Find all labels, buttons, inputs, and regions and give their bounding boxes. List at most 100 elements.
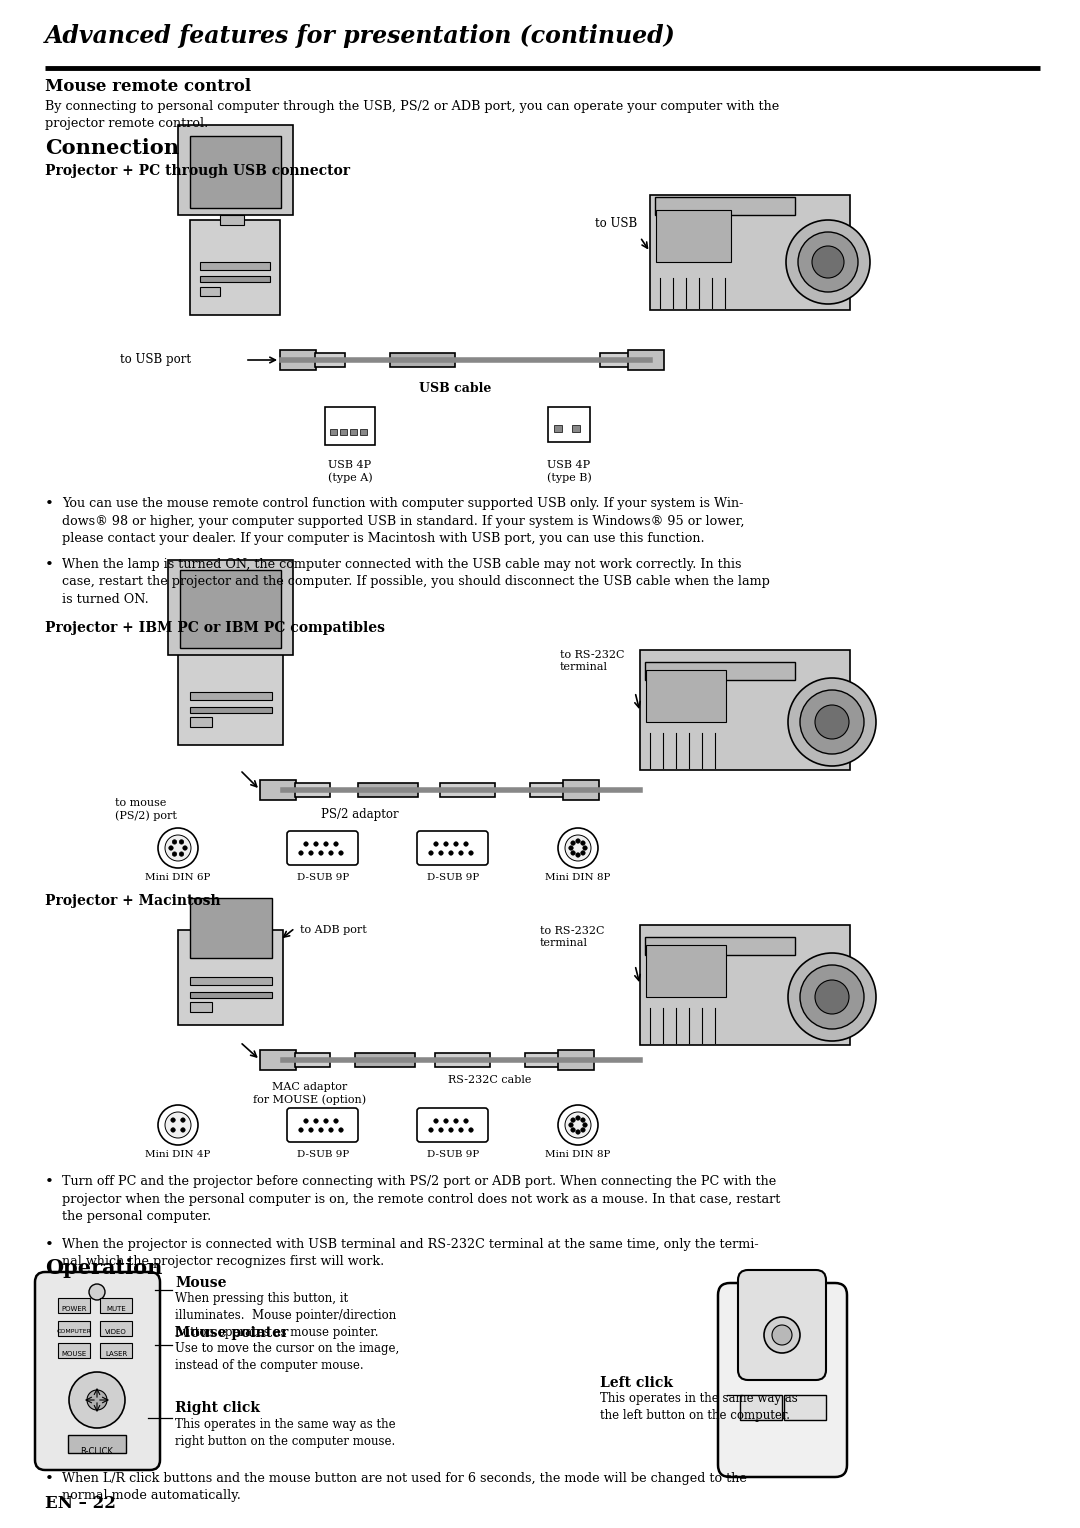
Bar: [640, 649, 850, 770]
Circle shape: [165, 1112, 191, 1138]
Text: to RS-232C
terminal: to RS-232C terminal: [540, 926, 605, 947]
Circle shape: [772, 1325, 792, 1345]
Circle shape: [449, 851, 454, 856]
Text: This operates in the same way as
the left button on the computer.: This operates in the same way as the lef…: [600, 1392, 798, 1423]
Bar: [554, 425, 562, 432]
Circle shape: [89, 1284, 105, 1300]
Circle shape: [800, 691, 864, 753]
Circle shape: [299, 851, 303, 856]
Text: •: •: [45, 497, 54, 510]
Text: USB cable: USB cable: [419, 382, 491, 396]
Circle shape: [576, 853, 580, 857]
Text: Advanced features for presentation (continued): Advanced features for presentation (cont…: [45, 24, 676, 47]
Circle shape: [581, 851, 585, 856]
Bar: [190, 976, 272, 986]
Circle shape: [299, 1128, 303, 1132]
Bar: [295, 782, 330, 798]
Circle shape: [438, 851, 443, 856]
Circle shape: [339, 1128, 343, 1132]
Text: VIDEO: VIDEO: [105, 1329, 126, 1335]
Circle shape: [454, 1118, 458, 1123]
Circle shape: [87, 1390, 107, 1410]
Circle shape: [434, 842, 438, 847]
Circle shape: [581, 840, 585, 845]
Circle shape: [571, 851, 576, 856]
Text: Mini DIN 4P: Mini DIN 4P: [146, 1151, 211, 1160]
Circle shape: [171, 1118, 175, 1122]
Bar: [530, 782, 565, 798]
Text: to USB port: to USB port: [120, 353, 191, 367]
Text: •: •: [45, 558, 54, 571]
Text: When pressing this button, it
illuminates.  Mouse pointer/direction
button opera: When pressing this button, it illuminate…: [175, 1293, 396, 1339]
Bar: [190, 717, 212, 727]
Circle shape: [179, 853, 184, 856]
Bar: [355, 1053, 415, 1067]
Bar: [200, 261, 270, 270]
Text: By connecting to personal computer through the USB, PS/2 or ADB port, you can op: By connecting to personal computer throu…: [45, 99, 780, 130]
Bar: [190, 220, 280, 315]
Circle shape: [583, 1123, 588, 1128]
Bar: [325, 406, 375, 445]
Bar: [68, 1435, 126, 1453]
Bar: [178, 645, 283, 746]
Circle shape: [558, 1105, 598, 1144]
Bar: [740, 1395, 782, 1420]
Circle shape: [319, 1128, 323, 1132]
Circle shape: [569, 1123, 573, 1128]
Circle shape: [324, 842, 328, 847]
Bar: [656, 209, 731, 261]
Text: Mini DIN 6P: Mini DIN 6P: [146, 872, 211, 882]
FancyBboxPatch shape: [35, 1271, 160, 1470]
Bar: [640, 924, 850, 1045]
Circle shape: [565, 834, 591, 860]
Text: MAC adaptor
for MOUSE (option): MAC adaptor for MOUSE (option): [254, 1082, 366, 1105]
Circle shape: [454, 842, 458, 847]
Bar: [295, 1053, 330, 1067]
Circle shape: [165, 834, 191, 860]
Bar: [190, 898, 272, 958]
Circle shape: [429, 851, 433, 856]
Bar: [330, 429, 337, 435]
Text: Use to move the cursor on the image,
instead of the computer mouse.: Use to move the cursor on the image, ins…: [175, 1342, 400, 1372]
Bar: [190, 692, 272, 700]
Circle shape: [576, 1129, 580, 1134]
Text: MUTE: MUTE: [106, 1306, 126, 1313]
Bar: [600, 353, 630, 367]
Bar: [315, 353, 345, 367]
Text: D-SUB 9P: D-SUB 9P: [297, 872, 349, 882]
Circle shape: [328, 851, 334, 856]
Circle shape: [314, 1118, 319, 1123]
Circle shape: [309, 851, 313, 856]
Bar: [390, 353, 455, 367]
Circle shape: [469, 1128, 473, 1132]
Circle shape: [303, 1118, 308, 1123]
Circle shape: [180, 1118, 185, 1122]
Circle shape: [158, 828, 198, 868]
Text: to RS-232C
terminal: to RS-232C terminal: [561, 649, 624, 672]
Text: POWER: POWER: [62, 1306, 86, 1313]
Text: When the projector is connected with USB terminal and RS-232C terminal at the sa: When the projector is connected with USB…: [62, 1238, 758, 1268]
FancyBboxPatch shape: [417, 1108, 488, 1141]
Bar: [100, 1343, 132, 1358]
Bar: [650, 196, 850, 310]
Bar: [260, 779, 296, 801]
Circle shape: [314, 842, 319, 847]
Circle shape: [583, 847, 588, 850]
Circle shape: [303, 842, 308, 847]
Text: USB 4P
(type A): USB 4P (type A): [327, 460, 373, 483]
Bar: [645, 937, 795, 955]
Circle shape: [444, 1118, 448, 1123]
Bar: [360, 429, 367, 435]
Bar: [168, 559, 293, 656]
Bar: [190, 136, 281, 208]
Circle shape: [558, 828, 598, 868]
Text: When L/R click buttons and the mouse button are not used for 6 seconds, the mode: When L/R click buttons and the mouse but…: [62, 1471, 747, 1502]
Bar: [220, 215, 244, 225]
Circle shape: [429, 1128, 433, 1132]
Bar: [178, 125, 293, 215]
Circle shape: [786, 220, 870, 304]
Bar: [784, 1395, 826, 1420]
Text: D-SUB 9P: D-SUB 9P: [427, 1151, 480, 1160]
Text: Projector + Macintosh: Projector + Macintosh: [45, 894, 220, 908]
Bar: [558, 1050, 594, 1070]
